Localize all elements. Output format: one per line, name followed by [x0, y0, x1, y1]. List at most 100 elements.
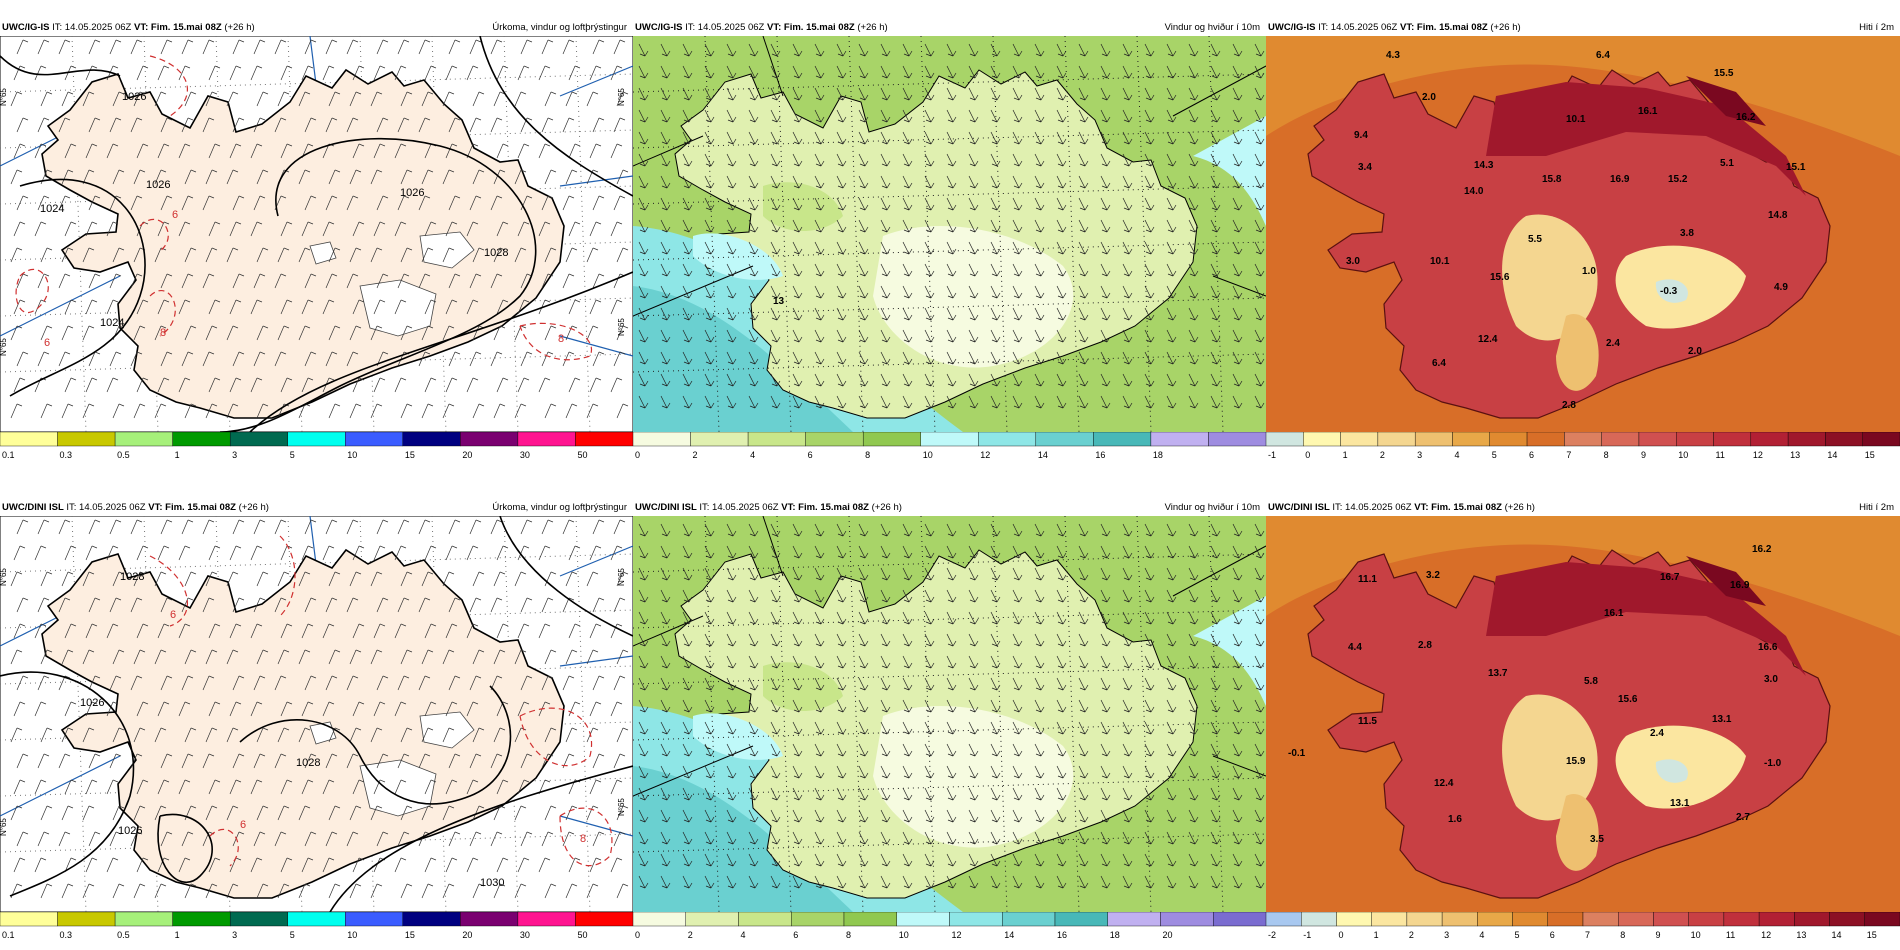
colorbar-tick: 8 [1620, 930, 1625, 940]
wind-arrow [1012, 373, 1023, 387]
wind-arrow [814, 743, 825, 757]
wind-arrow [1034, 219, 1045, 233]
wind-barb [544, 169, 557, 185]
wind-barb [13, 857, 26, 873]
wind-arrow [924, 655, 935, 669]
wind-barb [298, 649, 311, 665]
colorbar-swatch [1750, 432, 1789, 447]
wind-arrow [638, 219, 649, 233]
wind-arrow [1254, 699, 1265, 713]
wind-arrow [660, 263, 671, 277]
wind-barb [616, 169, 629, 185]
wind-arrow [880, 545, 891, 559]
wind-arrow [990, 373, 1001, 387]
wind-barb [373, 701, 386, 717]
wind-barb [106, 623, 119, 639]
wind-barb [421, 883, 434, 899]
wind-barb [229, 299, 242, 315]
wind-barb [466, 623, 479, 639]
colorbar-tick: 0.3 [60, 930, 73, 940]
wind-arrow [858, 721, 869, 735]
wind-arrow [1034, 307, 1045, 321]
wind-arrow [924, 853, 935, 867]
wind-arrow [704, 197, 715, 211]
wind-arrow [858, 43, 869, 57]
wind-arrow [836, 787, 847, 801]
wind-arrow [726, 307, 737, 321]
wind-arrow [880, 655, 891, 669]
wind-barb [133, 883, 146, 899]
wind-arrow [880, 875, 891, 889]
wind-arrow [792, 721, 803, 735]
wind-arrow [1254, 831, 1265, 845]
wind-barb [154, 649, 167, 665]
wind-arrow [1078, 43, 1089, 57]
wind-barb [565, 883, 578, 899]
init-time: IT: 14.05.2025 06Z [52, 22, 132, 33]
wind-barb [133, 169, 146, 185]
wind-barb [589, 65, 602, 81]
wind-arrow [1232, 853, 1243, 867]
wind-arrow [748, 109, 759, 123]
wind-barb [325, 753, 338, 769]
wind-barb [346, 117, 359, 133]
wind-barb [376, 675, 389, 691]
wind-arrow [704, 611, 715, 625]
wind-arrow [880, 351, 891, 365]
wind-arrow [990, 87, 1001, 101]
wind-barb [208, 299, 221, 315]
wind-barb [226, 571, 239, 587]
wind-barb [136, 545, 149, 561]
wind-arrow [968, 743, 979, 757]
wind-barb [352, 857, 365, 873]
wind-arrow [924, 263, 935, 277]
wind-barb [37, 519, 50, 535]
wind-barb [328, 325, 341, 341]
wind-arrow [792, 787, 803, 801]
colorbar-swatch [1723, 912, 1760, 927]
wind-arrow [836, 329, 847, 343]
wind-barb [322, 857, 335, 873]
temp-label: 11.5 [1358, 716, 1377, 727]
wind-barb [112, 403, 125, 419]
wind-arrow [968, 589, 979, 603]
pressure-label: 1024 [40, 203, 64, 215]
wind-arrow [748, 743, 759, 757]
wind-barb [613, 753, 626, 769]
wind-arrow [660, 109, 671, 123]
wind-barb [301, 299, 314, 315]
wind-arrow [1122, 241, 1133, 255]
wind-arrow [1166, 219, 1177, 233]
wind-arrow [1100, 43, 1111, 57]
isobar [219, 137, 537, 432]
wind-arrow [660, 307, 671, 321]
wind-barb [253, 753, 266, 769]
wind-arrow [704, 875, 715, 889]
temp-label: 2.8 [1562, 400, 1576, 411]
colorbar-swatch [575, 912, 633, 927]
wind-barb [442, 247, 455, 263]
wind-barb [397, 195, 410, 211]
colorbar-swatch [0, 432, 58, 447]
wind-barb [208, 623, 221, 639]
temp-label: -0.1 [1288, 748, 1306, 759]
wind-barb [322, 65, 335, 81]
wind-arrow [1122, 307, 1133, 321]
wind-arrow [1188, 809, 1199, 823]
wind-barb [418, 753, 431, 769]
colorbar-swatch [1371, 912, 1408, 927]
colorbar-swatch [1093, 432, 1152, 447]
colorbar-swatch [575, 432, 633, 447]
wind-arrow [924, 153, 935, 167]
wind-arrow [858, 545, 869, 559]
wind-barb [178, 545, 191, 561]
wind-barb [589, 545, 602, 561]
temp-label: 2.0 [1688, 346, 1702, 357]
colorbar-tick: 5 [290, 930, 295, 940]
wind-arrow [1034, 567, 1045, 581]
wind-barb [58, 831, 71, 847]
colorbar-swatch [1406, 912, 1443, 927]
wind-barb [370, 883, 383, 899]
wind-arrow [1078, 589, 1089, 603]
wind-barb [616, 91, 629, 107]
